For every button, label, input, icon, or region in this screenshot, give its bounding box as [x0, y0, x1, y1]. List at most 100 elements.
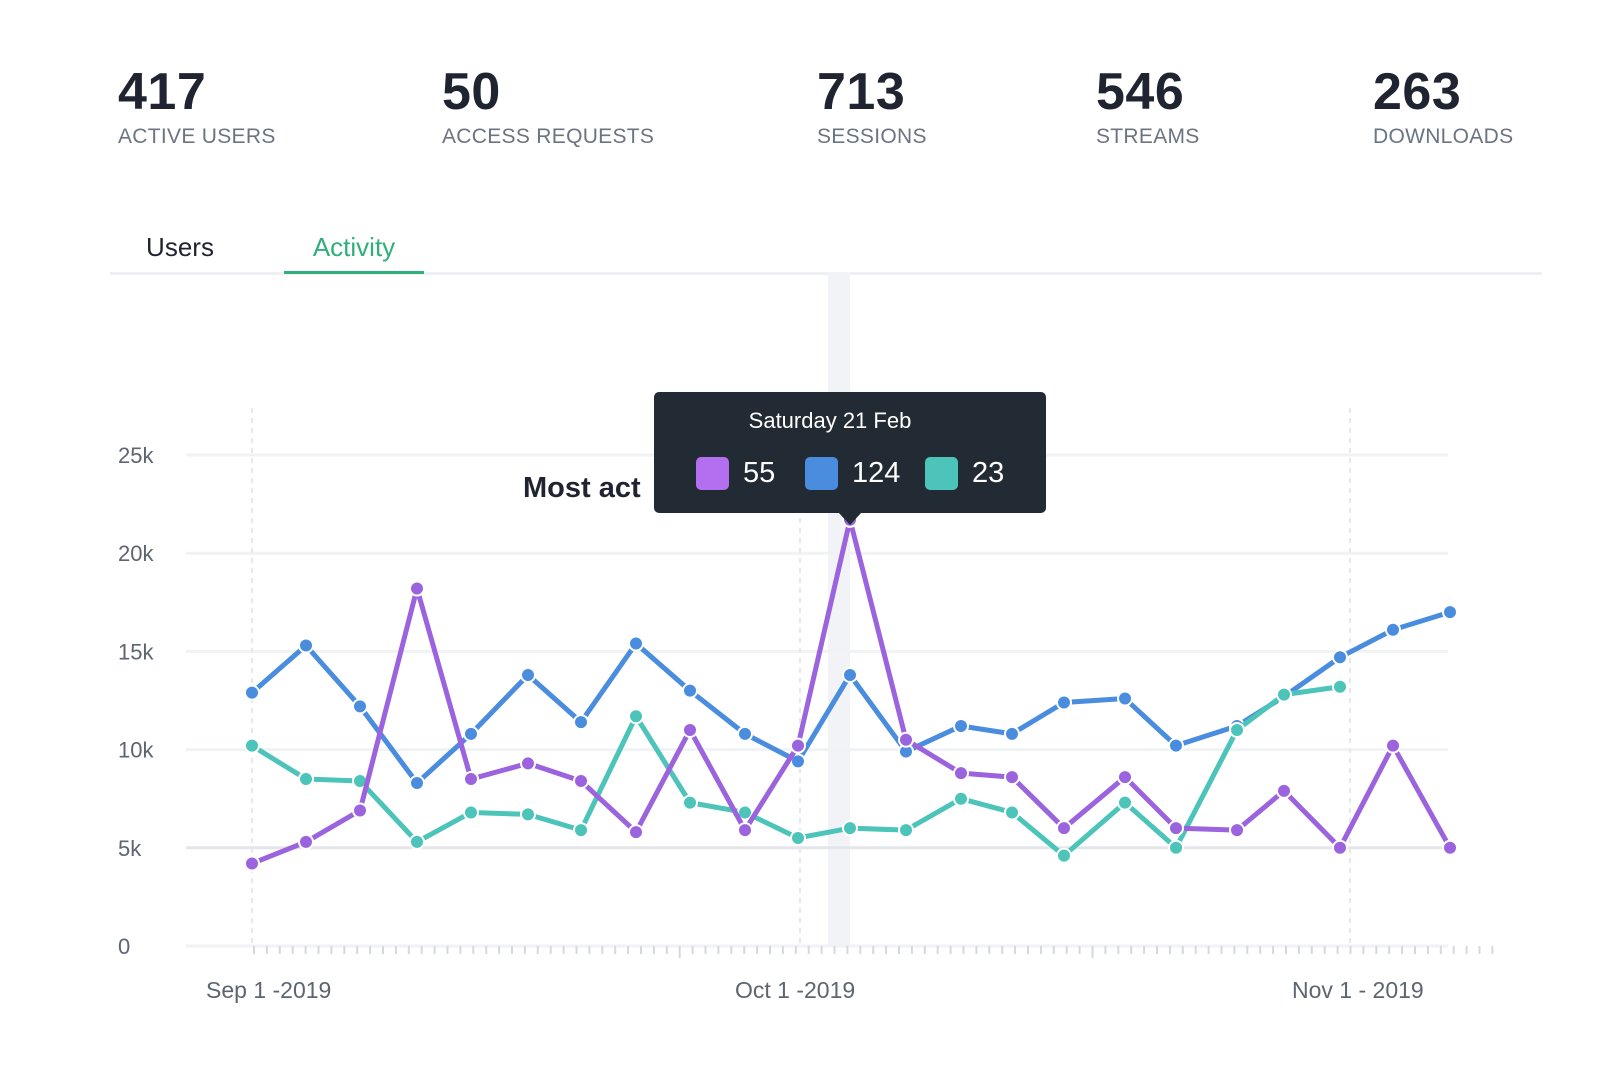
data-point	[244, 855, 260, 872]
data-point	[842, 820, 858, 837]
data-point	[298, 833, 314, 850]
stat-label: SESSIONS	[817, 125, 927, 148]
tooltip-item-purple: 55	[696, 456, 775, 490]
stat-streams: 546 STREAMS	[1096, 62, 1200, 150]
data-point	[898, 731, 914, 748]
data-point	[628, 635, 644, 652]
x-tick-label: Sep 1 -2019	[206, 977, 331, 1003]
data-point	[1385, 737, 1401, 754]
tooltip-value: 124	[852, 456, 901, 489]
stat-value: 713	[817, 63, 906, 121]
data-point	[1056, 847, 1072, 864]
tab-activity[interactable]: Activity	[284, 222, 424, 274]
data-point	[1276, 782, 1292, 799]
data-point	[682, 794, 698, 811]
data-point	[790, 737, 806, 754]
data-point	[409, 833, 425, 850]
tab-users[interactable]: Users	[146, 232, 214, 262]
x-tick-label: Oct 1 -2019	[735, 977, 855, 1003]
data-point	[1004, 725, 1020, 742]
data-point	[842, 666, 858, 683]
data-point	[737, 725, 753, 742]
stat-value: 263	[1373, 63, 1462, 121]
y-tick-label: 10k	[118, 738, 154, 763]
stat-label: STREAMS	[1096, 125, 1200, 148]
data-point	[352, 698, 368, 715]
stat-active-users: 417 ACTIVE USERS	[118, 62, 276, 150]
y-tick-label: 5k	[118, 836, 142, 861]
data-point	[463, 725, 479, 742]
data-point	[1442, 839, 1458, 856]
data-point	[682, 721, 698, 738]
tooltip-value: 23	[972, 456, 1005, 489]
data-point	[1168, 737, 1184, 754]
tooltip-item-blue: 124	[805, 456, 900, 490]
data-point	[244, 684, 260, 701]
data-point	[1168, 820, 1184, 837]
data-point	[1117, 690, 1133, 707]
data-point	[1276, 686, 1292, 703]
blue-swatch	[805, 456, 838, 490]
y-tick-label: 20k	[118, 541, 154, 566]
y-tick-label: 0	[118, 934, 130, 959]
data-point	[463, 804, 479, 821]
data-point	[1332, 678, 1348, 695]
data-point	[1056, 694, 1072, 711]
data-point	[1168, 839, 1184, 856]
purple-swatch	[696, 456, 729, 490]
data-point	[520, 755, 536, 772]
stat-label: ACTIVE USERS	[118, 125, 276, 148]
data-point	[1056, 820, 1072, 837]
data-point	[1332, 649, 1348, 666]
tooltip-date: Saturday 21 Feb	[748, 408, 912, 433]
data-point	[737, 822, 753, 839]
data-point	[1385, 621, 1401, 638]
stat-value: 417	[118, 63, 207, 121]
stat-access-requests: 50 ACCESS REQUESTS	[442, 62, 654, 150]
data-point	[298, 771, 314, 788]
data-point	[790, 829, 806, 846]
data-point	[463, 771, 479, 788]
data-point	[573, 714, 589, 731]
tab-bar: Users Activity	[110, 222, 1542, 275]
data-point	[298, 637, 314, 654]
data-point	[628, 824, 644, 841]
stat-downloads: 263 DOWNLOADS	[1373, 62, 1513, 150]
data-point	[1117, 794, 1133, 811]
y-tick-label: 25k	[118, 443, 154, 468]
data-point	[682, 682, 698, 699]
data-point	[244, 737, 260, 754]
data-point	[1004, 769, 1020, 786]
data-point	[573, 822, 589, 839]
data-point	[409, 774, 425, 791]
chart-tooltip: Saturday 21 Feb 55 124 23	[654, 392, 1046, 513]
data-point	[520, 806, 536, 823]
y-tick-label: 15k	[118, 639, 154, 664]
series-line	[249, 517, 1453, 867]
data-point	[352, 802, 368, 819]
data-point	[1229, 822, 1245, 839]
data-point	[520, 666, 536, 683]
stat-sessions: 713 SESSIONS	[817, 62, 927, 150]
stat-value: 546	[1096, 63, 1185, 121]
data-point	[898, 822, 914, 839]
data-point	[953, 765, 969, 782]
data-point	[628, 708, 644, 725]
data-point	[573, 773, 589, 790]
stat-label: DOWNLOADS	[1373, 125, 1514, 148]
data-point	[1117, 769, 1133, 786]
data-point	[953, 790, 969, 807]
x-tick-label: Nov 1 - 2019	[1292, 977, 1424, 1003]
stat-label: ACCESS REQUESTS	[442, 125, 655, 148]
tooltip-item-teal: 23	[925, 456, 1004, 490]
data-point	[409, 580, 425, 597]
chart-title: Most act	[523, 472, 641, 504]
data-point	[1004, 804, 1020, 821]
data-point	[1442, 604, 1458, 621]
stat-value: 50	[442, 63, 501, 121]
tooltip-arrow	[838, 512, 862, 525]
data-point	[1229, 721, 1245, 738]
tooltip-value: 55	[743, 456, 776, 489]
